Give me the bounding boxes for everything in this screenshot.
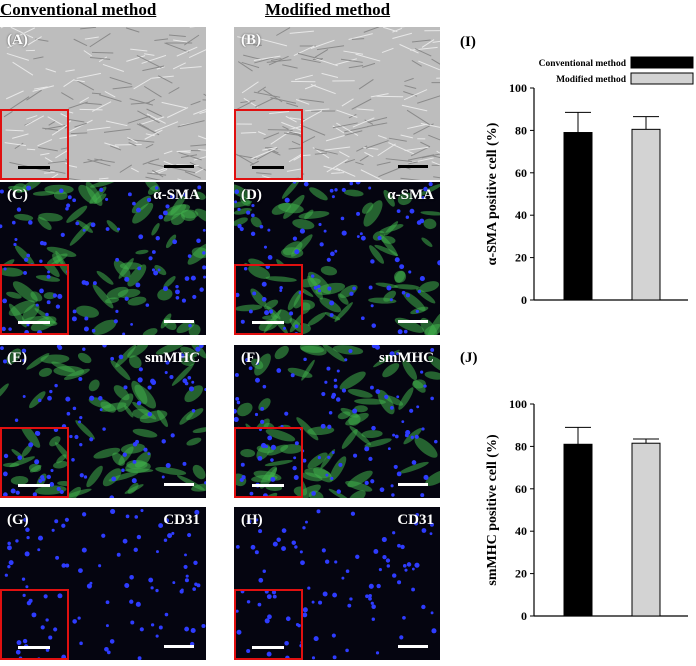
magnified-inset bbox=[0, 589, 69, 660]
legend-label: Modified method bbox=[556, 75, 627, 85]
chart-smmhc: 0 20 40 60 80 100 smMHC positive cell (%) bbox=[456, 366, 696, 666]
panel-label: (F) bbox=[241, 350, 260, 367]
y-tick-label: 100 bbox=[509, 81, 527, 95]
bar-modified bbox=[632, 443, 660, 616]
micrograph-panel-e: (E) smMHC bbox=[0, 345, 206, 498]
chart-alpha-sma: 0 20 40 60 80 100 α-SMA positive cell (%) Conve… bbox=[456, 50, 696, 350]
inset-scale-bar bbox=[18, 166, 50, 169]
scale-bar bbox=[398, 645, 428, 648]
panel-label: (H) bbox=[241, 512, 263, 529]
micrograph-panel-c: (C) α-SMA bbox=[0, 182, 206, 335]
modified-method-title: Modified method bbox=[265, 0, 390, 20]
panel-label-j: (J) bbox=[460, 350, 478, 367]
marker-label: CD31 bbox=[163, 512, 200, 529]
y-axis-label: α-SMA positive cell (%) bbox=[485, 122, 500, 265]
panel-label: (C) bbox=[7, 187, 28, 204]
panel-label: (B) bbox=[241, 32, 261, 49]
inset-scale-bar bbox=[252, 484, 284, 487]
conventional-method-title: Conventional method bbox=[0, 0, 156, 20]
inset-scale-bar bbox=[252, 321, 284, 324]
y-tick-label: 100 bbox=[509, 397, 527, 411]
panel-label: (G) bbox=[7, 512, 29, 529]
panel-label-i: (I) bbox=[460, 34, 476, 51]
scale-bar bbox=[398, 483, 428, 486]
scale-bar bbox=[164, 645, 194, 648]
inset-scale-bar bbox=[252, 166, 284, 169]
magnified-inset bbox=[0, 427, 69, 498]
panel-label: (A) bbox=[7, 32, 28, 49]
legend-label: Conventional method bbox=[539, 59, 627, 69]
panel-label: (D) bbox=[241, 187, 262, 204]
marker-label: CD31 bbox=[397, 512, 434, 529]
inset-scale-bar bbox=[18, 646, 50, 649]
panel-label: (E) bbox=[7, 350, 27, 367]
micrograph-panel-b: (B) bbox=[234, 27, 440, 180]
magnified-inset bbox=[234, 264, 303, 335]
scale-bar bbox=[164, 165, 194, 168]
micrograph-panel-a: (A) bbox=[0, 27, 206, 180]
marker-label: α-SMA bbox=[387, 187, 434, 204]
y-tick-label: 60 bbox=[515, 166, 527, 180]
scale-bar bbox=[164, 320, 194, 323]
y-tick-label: 80 bbox=[515, 123, 527, 137]
y-axis-label: smMHC positive cell (%) bbox=[485, 434, 500, 586]
y-tick-label: 0 bbox=[521, 293, 527, 307]
micrograph-panel-d: (D) α-SMA bbox=[234, 182, 440, 335]
marker-label: α-SMA bbox=[153, 187, 200, 204]
y-tick-label: 40 bbox=[515, 524, 527, 538]
scale-bar bbox=[398, 320, 428, 323]
marker-label: smMHC bbox=[379, 350, 434, 367]
bar-conventional bbox=[564, 444, 592, 616]
magnified-inset bbox=[234, 109, 303, 180]
y-tick-label: 20 bbox=[515, 567, 527, 581]
legend-swatch bbox=[631, 73, 693, 84]
marker-label: smMHC bbox=[145, 350, 200, 367]
inset-scale-bar bbox=[18, 484, 50, 487]
y-tick-label: 60 bbox=[515, 482, 527, 496]
y-tick-label: 80 bbox=[515, 439, 527, 453]
bar-conventional bbox=[564, 133, 592, 300]
micrograph-panel-h: (H) CD31 bbox=[234, 507, 440, 660]
magnified-inset bbox=[0, 264, 69, 335]
y-tick-label: 0 bbox=[521, 609, 527, 623]
scale-bar bbox=[398, 165, 428, 168]
micrograph-panel-f: (F) smMHC bbox=[234, 345, 440, 498]
legend-swatch bbox=[631, 57, 693, 68]
inset-scale-bar bbox=[18, 321, 50, 324]
inset-scale-bar bbox=[252, 646, 284, 649]
magnified-inset bbox=[234, 589, 303, 660]
micrograph-panel-g: (G) CD31 bbox=[0, 507, 206, 660]
bar-modified bbox=[632, 129, 660, 300]
magnified-inset bbox=[234, 427, 303, 498]
scale-bar bbox=[164, 483, 194, 486]
y-tick-label: 20 bbox=[515, 251, 527, 265]
magnified-inset bbox=[0, 109, 69, 180]
y-tick-label: 40 bbox=[515, 208, 527, 222]
